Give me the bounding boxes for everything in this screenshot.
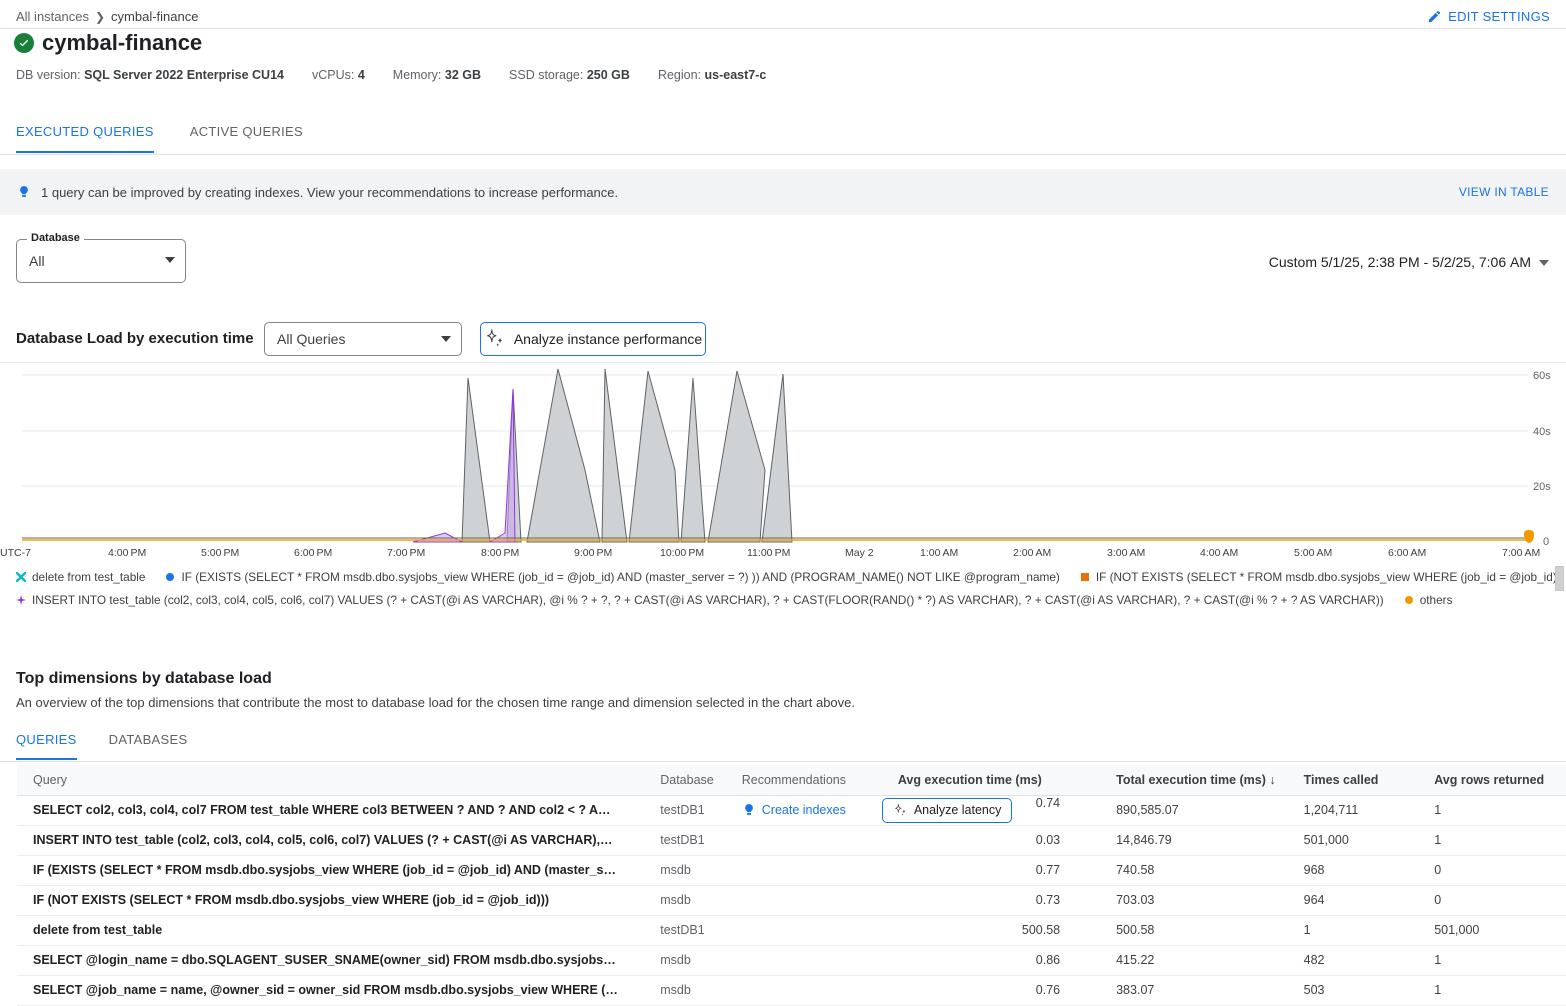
- svg-text:5:00 AM: 5:00 AM: [1294, 547, 1332, 558]
- svg-text:2:00 AM: 2:00 AM: [1013, 547, 1051, 558]
- svg-text:20s: 20s: [1533, 481, 1551, 493]
- svg-text:60s: 60s: [1533, 370, 1551, 382]
- svg-text:10:00 PM: 10:00 PM: [660, 547, 704, 558]
- svg-text:6:00 PM: 6:00 PM: [294, 547, 332, 558]
- svg-text:4:00 PM: 4:00 PM: [108, 547, 146, 558]
- svg-text:7:00 PM: 7:00 PM: [387, 547, 425, 558]
- svg-text:1:00 AM: 1:00 AM: [920, 547, 958, 558]
- svg-text:6:00 AM: 6:00 AM: [1388, 547, 1426, 558]
- svg-text:5:00 PM: 5:00 PM: [201, 547, 239, 558]
- svg-text:9:00 PM: 9:00 PM: [574, 547, 612, 558]
- svg-text:4:00 AM: 4:00 AM: [1200, 547, 1238, 558]
- svg-text:UTC-7: UTC-7: [0, 547, 31, 558]
- svg-text:7:00 AM: 7:00 AM: [1502, 547, 1540, 558]
- svg-text:May 2: May 2: [845, 547, 874, 558]
- svg-text:11:00 PM: 11:00 PM: [747, 547, 790, 558]
- svg-text:3:00 AM: 3:00 AM: [1107, 547, 1145, 558]
- svg-text:40s: 40s: [1533, 426, 1551, 438]
- svg-text:0: 0: [1543, 536, 1549, 548]
- svg-text:8:00 PM: 8:00 PM: [481, 547, 519, 558]
